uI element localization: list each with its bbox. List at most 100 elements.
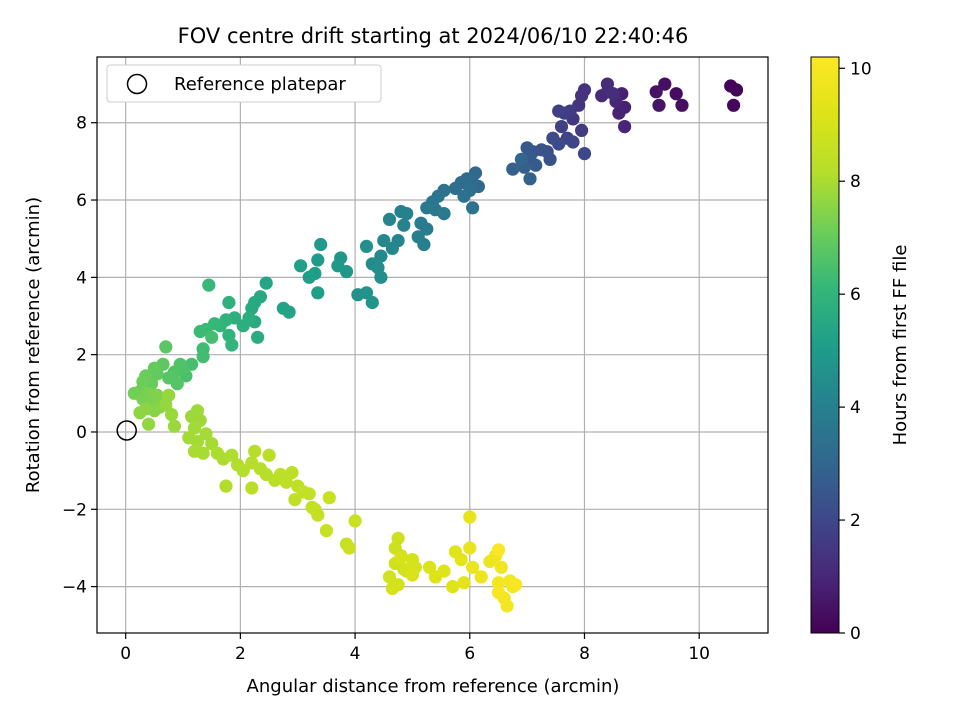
colorbar-tick-label: 10 <box>850 59 872 79</box>
scatter-point <box>500 599 514 613</box>
scatter-point <box>236 464 250 478</box>
scatter-point <box>322 491 336 505</box>
scatter-point <box>566 135 580 149</box>
colorbar-ticks: 0 2 4 6 8 10 <box>839 59 872 644</box>
scatter-point <box>397 218 411 232</box>
scatter-point <box>600 77 615 91</box>
scatter-point <box>494 560 508 574</box>
grid-lines <box>97 57 768 633</box>
scatter-point <box>222 295 236 310</box>
scatter-point <box>420 222 434 236</box>
y-tick-label: −2 <box>62 500 87 520</box>
x-tick-label: 6 <box>464 644 475 664</box>
scatter-point <box>457 576 471 590</box>
scatter-point <box>359 239 374 253</box>
scatter-point <box>225 338 239 352</box>
scatter-point <box>279 475 293 489</box>
scatter-point <box>374 249 388 263</box>
scatter-point <box>575 123 589 137</box>
x-tick-label: 8 <box>579 644 590 664</box>
scatter-point <box>514 152 529 166</box>
scatter-point <box>311 253 325 267</box>
scatter-point <box>377 234 391 248</box>
y-tick-label: −4 <box>62 578 87 598</box>
x-axis-ticks: 0 2 4 6 8 10 <box>120 633 710 664</box>
scatter-point <box>142 417 156 431</box>
scatter-point <box>193 324 207 339</box>
scatter-point <box>466 560 480 574</box>
scatter-point <box>577 147 592 161</box>
scatter-point <box>385 581 399 596</box>
scatter-point <box>248 444 262 458</box>
scatter-point <box>165 408 179 422</box>
scatter-point <box>446 580 460 594</box>
scatter-point <box>391 531 405 545</box>
scatter-point <box>457 189 471 203</box>
y-tick-label: 6 <box>76 191 87 211</box>
scatter-point <box>133 406 147 420</box>
reference-platepar-marker <box>116 420 137 441</box>
scatter-point <box>405 568 419 582</box>
scatter-point <box>727 98 741 112</box>
scatter-point <box>196 350 210 364</box>
scatter-point <box>652 98 666 112</box>
colorbar-tick-label: 8 <box>850 172 861 192</box>
scatter-point <box>262 448 276 462</box>
y-tick-label: 2 <box>76 346 87 366</box>
x-tick-label: 10 <box>688 644 710 664</box>
scatter-point <box>454 553 468 567</box>
scatter-point <box>199 427 213 441</box>
scatter-point <box>612 106 626 120</box>
scatter-point <box>658 77 672 91</box>
colorbar-tick-label: 6 <box>850 285 861 305</box>
scatter-point <box>506 162 520 176</box>
scatter-point <box>150 388 164 402</box>
scatter-point <box>147 361 161 375</box>
scatter-point <box>394 551 408 565</box>
scatter-point <box>669 87 683 101</box>
scatter-points <box>127 77 744 613</box>
scatter-point <box>308 502 322 516</box>
scatter-point <box>259 276 273 290</box>
legend-reference-marker <box>126 73 148 95</box>
scatter-point <box>365 295 379 310</box>
scatter-point <box>236 319 250 333</box>
scatter-point <box>159 340 173 354</box>
scatter-point <box>202 278 216 292</box>
scatter-point <box>225 448 239 462</box>
scatter-point <box>348 514 362 528</box>
scatter-point <box>649 85 663 99</box>
scatter-point <box>729 83 744 97</box>
scatter-point <box>219 479 233 493</box>
scatter-point <box>491 585 506 600</box>
scatter-point <box>546 131 560 145</box>
scatter-point <box>359 286 374 300</box>
legend-entry-reference: Reference platepar <box>174 74 346 95</box>
x-tick-label: 4 <box>350 644 361 664</box>
scatter-point <box>342 541 356 555</box>
scatter-point <box>167 419 181 433</box>
scatter-point <box>394 205 408 219</box>
colorbar <box>810 56 840 634</box>
scatter-point <box>294 259 308 273</box>
colorbar-tick-label: 2 <box>850 511 861 531</box>
scatter-point <box>606 87 620 101</box>
scatter-point <box>302 270 316 284</box>
scatter-point <box>523 172 537 186</box>
scatter-point <box>382 570 397 584</box>
legend-box <box>106 64 382 103</box>
scatter-point <box>162 371 176 385</box>
scatter-point <box>437 564 451 578</box>
plot-frame <box>96 56 769 634</box>
y-tick-label: 4 <box>76 268 87 288</box>
scatter-point <box>595 89 609 103</box>
scatter-point <box>675 98 689 112</box>
scatter-point <box>463 541 477 555</box>
scatter-point <box>285 466 299 480</box>
scatter-point <box>474 570 488 584</box>
scatter-point <box>385 241 399 255</box>
chart-title: FOV centre drift starting at 2024/06/10 … <box>178 24 689 48</box>
x-tick-label: 0 <box>120 644 131 664</box>
scatter-point <box>205 437 219 451</box>
